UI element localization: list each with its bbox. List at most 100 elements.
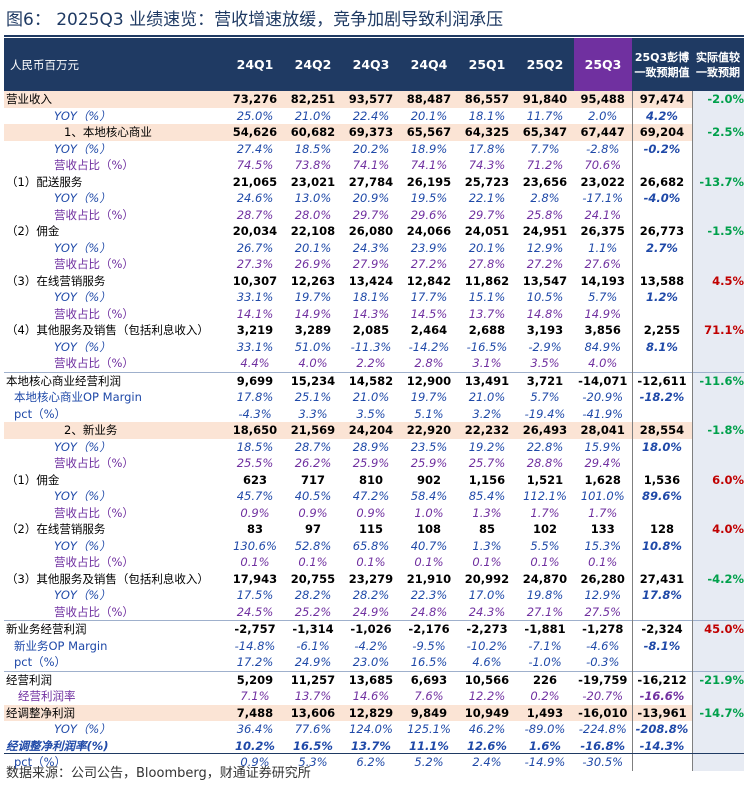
row-label: YOY（%）	[54, 108, 111, 123]
cell-value: 2.2%	[356, 356, 386, 371]
cell-value: 26,493	[516, 422, 574, 439]
cell-value: 4.0%	[588, 356, 618, 371]
cell-value: 21.0%	[294, 108, 332, 123]
cell-value: 13,424	[348, 273, 394, 288]
cell-value: 20.1%	[468, 240, 506, 255]
cell-value: 17.8%	[236, 390, 274, 405]
cell-value: 12,842	[406, 273, 452, 288]
cell-value: 17.8%	[468, 141, 506, 156]
cell-estimate	[631, 157, 692, 174]
row-label: 经调整净利润率(%)	[6, 738, 109, 753]
cell-actual-vs-estimate: 6.0%	[691, 471, 744, 488]
cell-estimate	[631, 504, 692, 521]
cell-value: 0.9%	[240, 505, 270, 520]
cell-value: 28.9%	[352, 439, 390, 454]
cell-estimate: 128	[631, 521, 692, 538]
cell-value: 7,488	[226, 704, 284, 721]
cell-value: 69,373	[342, 124, 400, 141]
cell-value: 12.9%	[526, 240, 564, 255]
cell-value: 18.9%	[410, 141, 448, 156]
cell-value: 29.6%	[410, 207, 448, 222]
cell-value: 82,251	[284, 91, 342, 108]
cell-estimate: 28,554	[631, 422, 692, 439]
cell-estimate: 10.8%	[631, 537, 692, 554]
table-row: （4）其他服务及销售（包括利息收入） 3,219 3,289 2,085 2,464 2,…	[4, 322, 744, 339]
cell-value: 16.5%	[293, 738, 333, 753]
bottom-rule	[4, 753, 744, 754]
cell-value: -19,759	[574, 670, 632, 688]
cell-value: 25.8%	[526, 207, 564, 222]
cell-actual-vs-estimate: -1.5%	[691, 223, 744, 240]
cell-value: 19.8%	[526, 588, 564, 603]
cell-value: 83	[246, 522, 263, 537]
cell-value: 20.1%	[294, 240, 332, 255]
table-row: YOY（%） 26.7% 20.1% 24.3% 23.9% 20.1% 12.9% 1.1%…	[4, 239, 744, 256]
cell-value: 19.7%	[410, 390, 448, 405]
row-label: 营收占比（%）	[54, 158, 134, 173]
table-row: YOY（%） 24.6% 13.0% 20.9% 19.5% 22.1% 2.8% -17.1…	[4, 190, 744, 207]
row-label: 营收占比（%）	[54, 456, 134, 471]
cell-actual-vs-estimate	[691, 206, 744, 223]
cell-value: 23,279	[348, 571, 394, 586]
cell-value: 27.4%	[236, 141, 274, 156]
cell-value: 86,557	[458, 91, 516, 108]
row-label: （4）其他服务及销售（包括利息收入）	[6, 323, 209, 338]
cell-value: 0.1%	[356, 555, 386, 570]
row-label: 营收占比（%）	[54, 505, 134, 520]
cell-value: 29.7%	[468, 207, 506, 222]
cell-value: 22,920	[400, 422, 458, 439]
cell-estimate	[631, 754, 692, 771]
row-label: YOY（%）	[54, 722, 111, 737]
financial-table: 人民币百万元 24Q1 24Q2 24Q3 24Q4 25Q1 25Q2 25Q…	[4, 38, 744, 771]
cell-value: 58.4%	[410, 489, 448, 504]
cell-value: -14,071	[574, 371, 632, 389]
row-label: 营收占比（%）	[54, 555, 134, 570]
row-label: YOY（%）	[54, 538, 111, 553]
cell-estimate: -12,611	[631, 371, 692, 389]
row-label: 经营利润	[4, 670, 226, 688]
cell-estimate	[631, 305, 692, 322]
cell-value: 26,080	[348, 224, 394, 239]
cell-value: 91,840	[516, 91, 574, 108]
cell-value: -2.9%	[528, 339, 562, 354]
figure-title: 图6： 2025Q3 业绩速览：营收增速放缓，竞争加剧导致利润承压	[6, 10, 504, 30]
cell-value: -7.1%	[528, 638, 562, 653]
cell-actual-vs-estimate	[691, 504, 744, 521]
cell-value: 23,656	[522, 174, 568, 189]
cell-value: 101.0%	[580, 489, 625, 504]
cell-value: -2.8%	[586, 141, 620, 156]
cell-value: 1.3%	[472, 538, 502, 553]
cell-value: 5.1%	[414, 406, 444, 421]
cell-value: 5,209	[226, 670, 284, 688]
table-row: 新业务经营利润 -2,757 -1,314 -1,026 -2,176 -2,273 -1,…	[4, 620, 744, 638]
cell-value: -20.7%	[582, 689, 624, 704]
cell-value: 28.2%	[294, 588, 332, 603]
cell-value: 28,041	[574, 422, 632, 439]
cell-value: 24.6%	[236, 191, 274, 206]
table-row: 营收占比（%） 24.5% 25.2% 24.9% 24.8% 24.3% 27.1% 27.…	[4, 603, 744, 621]
cell-value: 14.1%	[236, 306, 274, 321]
row-label: 营收占比（%）	[54, 604, 134, 619]
cell-value: 24.3%	[468, 604, 506, 619]
table-row: 经营利润 5,209 11,257 13,685 6,693 10,566 226 -19,7…	[4, 670, 744, 688]
cell-actual-vs-estimate: -4.2%	[691, 570, 744, 587]
cell-value: 810	[358, 472, 383, 487]
cell-value: 1.1%	[588, 240, 618, 255]
cell-value: 40.5%	[294, 489, 332, 504]
row-label: 2、新业务	[4, 422, 226, 439]
cell-value: -4.6%	[586, 638, 620, 653]
cell-estimate: -16,212	[631, 670, 692, 688]
row-label: （1）佣金	[6, 472, 60, 487]
cell-value: 70.6%	[584, 158, 622, 173]
cell-value: 17.2%	[236, 655, 274, 670]
cell-value: -224.8%	[578, 722, 627, 737]
cell-value: 54,626	[226, 124, 284, 141]
table-row: 营收占比（%） 28.7% 28.0% 29.7% 29.6% 29.7% 25.8% 24.…	[4, 206, 744, 223]
cell-value: 27.6%	[584, 257, 622, 272]
cell-value: 0.1%	[298, 555, 328, 570]
cell-value: 0.2%	[530, 689, 560, 704]
title-rule	[4, 35, 744, 37]
row-label: YOY（%）	[54, 141, 111, 156]
cell-value: 14,582	[342, 371, 400, 389]
row-label: 经调整净利润	[4, 704, 226, 721]
